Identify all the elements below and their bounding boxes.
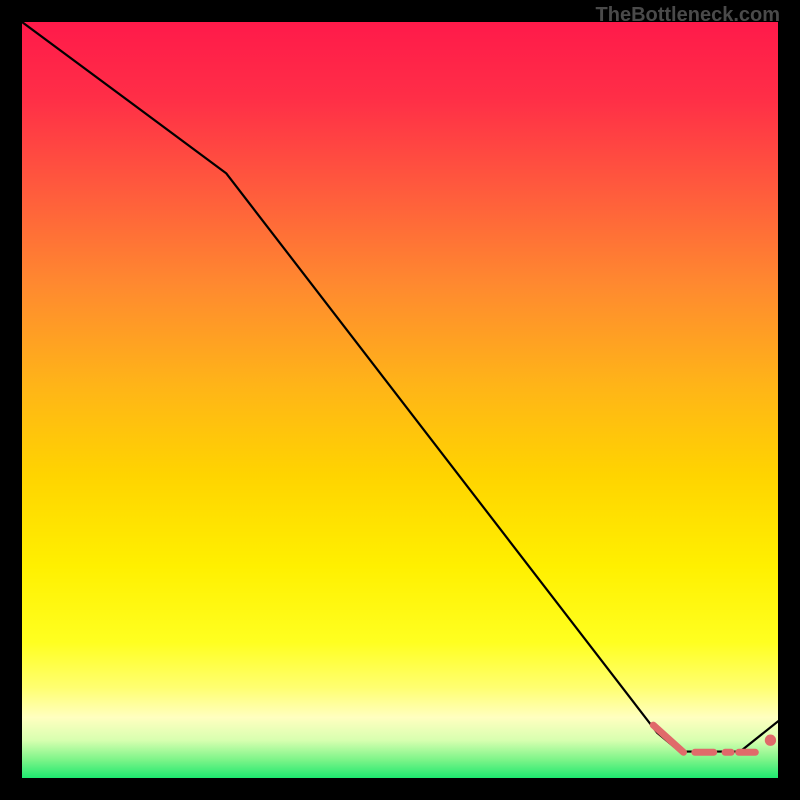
highlight-end-marker <box>765 735 776 746</box>
watermark-text: TheBottleneck.com <box>596 4 780 27</box>
chart-overlay <box>22 22 778 778</box>
bottleneck-curve <box>22 22 778 752</box>
chart-plot-area <box>22 22 778 778</box>
highlight-segment <box>653 725 683 752</box>
